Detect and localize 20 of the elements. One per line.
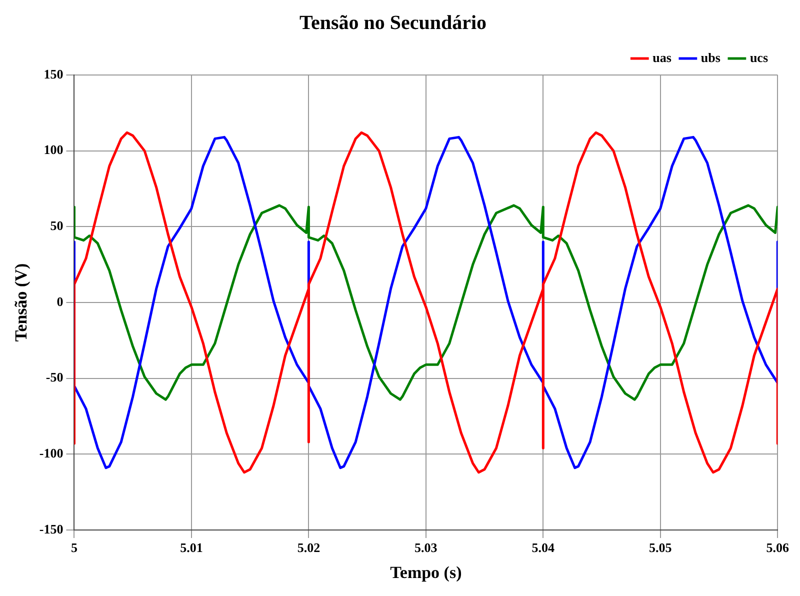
y-tick-label: 150	[44, 66, 64, 82]
x-tick-label: 5.02	[297, 540, 320, 556]
x-tick-label: 5.04	[532, 540, 556, 556]
legend-label: uas	[652, 50, 672, 65]
y-tick-label: 50	[50, 218, 64, 234]
x-tick-label: 5	[70, 540, 78, 556]
y-tick-label: -100	[39, 446, 64, 461]
y-axis-title: Tensão (V)	[12, 263, 31, 342]
x-tick-label: 5.01	[180, 540, 203, 556]
y-tick-label: 0	[56, 294, 64, 309]
y-tick-label: -50	[46, 370, 64, 385]
y-tick-label: -150	[39, 521, 64, 536]
x-axis-title: Tempo (s)	[390, 563, 462, 582]
x-tick-label: 5.03	[414, 540, 438, 556]
legend-label: ucs	[750, 50, 768, 65]
legend-label: ubs	[700, 50, 720, 65]
y-tick-label: 100	[44, 142, 64, 158]
chart-title: Tensão no Secundário	[299, 12, 487, 34]
x-tick-label: 5.05	[649, 540, 672, 556]
x-tick-label: 5.06	[766, 540, 790, 556]
